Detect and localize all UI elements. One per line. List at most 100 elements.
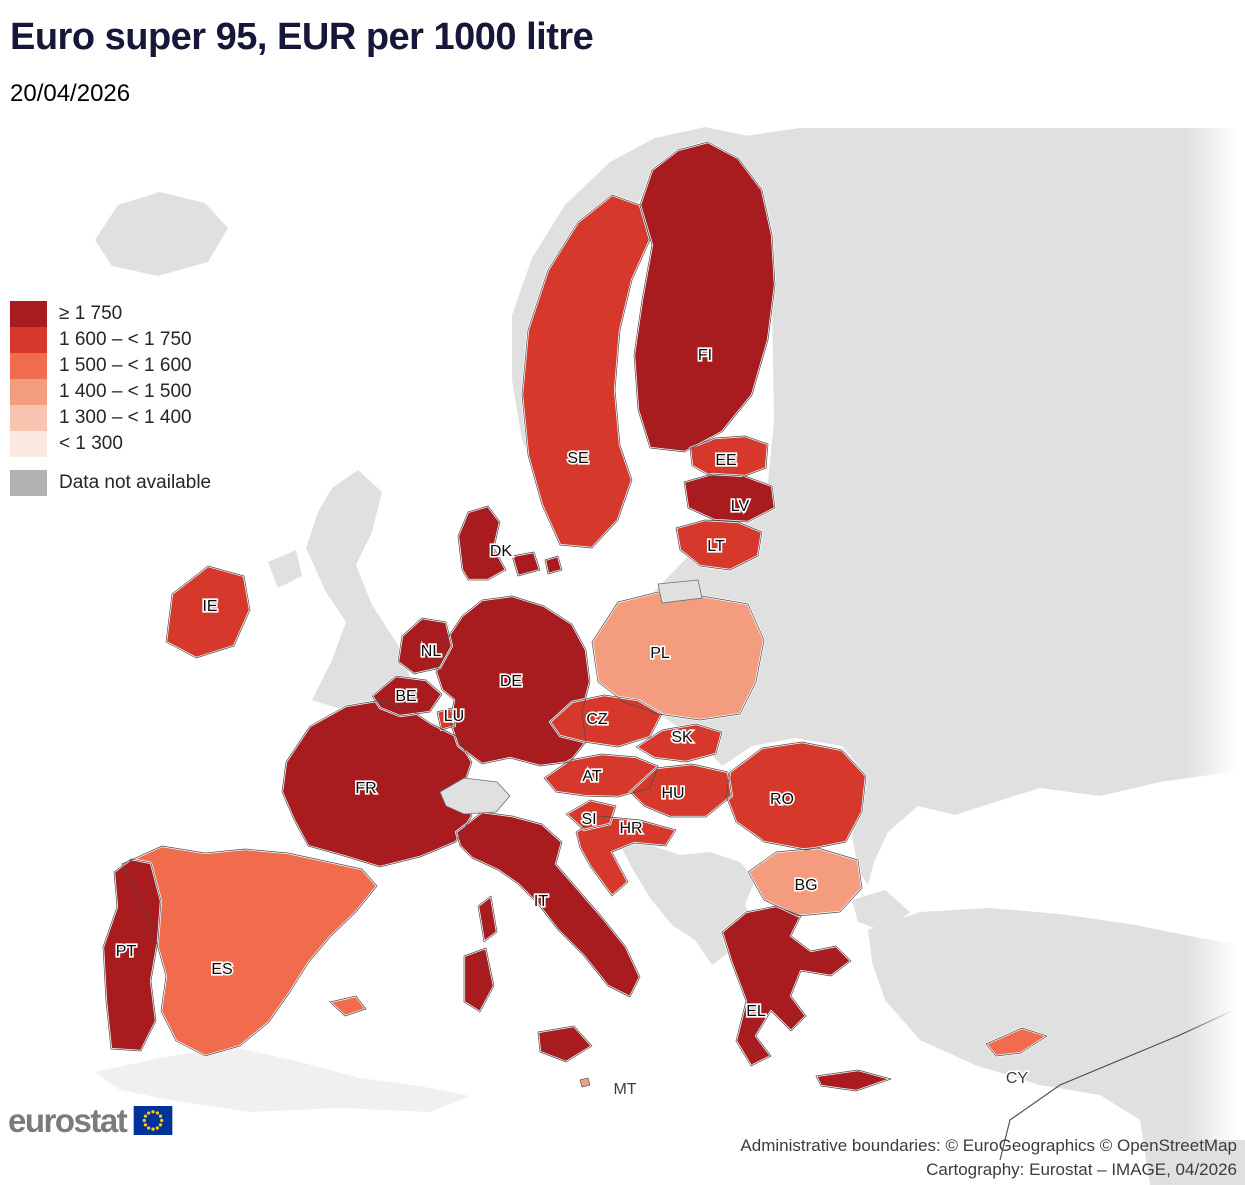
country-label-LV: LV [731, 498, 750, 515]
land-iceland [95, 192, 228, 276]
eu-outlines [102, 141, 1048, 1092]
country-outline-LV [683, 473, 776, 523]
country-label-DE: DE [500, 673, 522, 690]
country-IT-sardinia [462, 946, 496, 1014]
country-outline-DE [435, 595, 591, 767]
country-label-BE: BE [395, 688, 416, 705]
country-outline-DK [511, 551, 541, 577]
eurostat-logo-text: eurostat [8, 1102, 128, 1139]
country-outline-IT [463, 947, 495, 1013]
country-label-SK: SK [671, 729, 693, 746]
country-outline-IT [455, 811, 641, 998]
page-title: Euro super 95, EUR per 1000 litre [10, 16, 594, 58]
non-eu-land [95, 127, 1245, 1185]
legend-row: 1 300 – < 1 400 [10, 405, 211, 431]
country-EL [720, 904, 853, 1068]
country-outline-ES [121, 845, 378, 1057]
legend: ≥ 1 750 1 600 – < 1 750 1 500 – < 1 600 1 4… [10, 301, 211, 496]
country-RO [724, 740, 868, 852]
country-label-IT: IT [534, 893, 548, 910]
legend-swatch [10, 470, 47, 496]
country-label-AT: AT [582, 768, 601, 785]
country-FR-corsica [476, 894, 499, 944]
country-outline-FI [633, 141, 776, 453]
country-label-EL: EL [746, 1003, 766, 1020]
country-label-BG: BG [794, 877, 817, 894]
legend-row: ≥ 1 750 [10, 301, 211, 327]
country-label-SE: SE [567, 450, 588, 467]
country-outline-RO [725, 741, 867, 851]
land-kaliningrad [657, 579, 703, 604]
legend-swatch [10, 301, 47, 327]
country-label-SI: SI [581, 811, 596, 828]
country-outline-BE [371, 675, 443, 717]
country-outline-EL [721, 905, 852, 1067]
legend-label: 1 600 – < 1 750 [59, 329, 192, 350]
country-outline-PL [591, 591, 765, 721]
legend-label: ≥ 1 750 [59, 303, 123, 324]
country-label-LU: LU [444, 708, 464, 725]
legend-row: 1 500 – < 1 600 [10, 353, 211, 379]
country-outline-MT [579, 1077, 591, 1088]
legend-swatch [10, 379, 47, 405]
date-label: 20/04/2026 [10, 80, 131, 107]
country-label-IE: IE [202, 598, 217, 615]
eurostat-logo: eurostat [8, 1104, 173, 1137]
country-label-CZ: CZ [586, 711, 608, 728]
legend-label: 1 300 – < 1 400 [59, 407, 192, 428]
country-label-FR: FR [355, 780, 376, 797]
legend-swatch [10, 327, 47, 353]
country-labels: FI SE EE LV LT DK IE NL PL DE BE LU CZ SK AT FR HU RO SI HR… [114, 345, 1030, 1099]
country-outline-SE [521, 194, 651, 549]
country-label-FI: FI [698, 347, 712, 364]
country-label-PT: PT [116, 943, 137, 960]
country-outline-BG [747, 847, 863, 917]
land-eastern-europe [642, 128, 1245, 885]
country-label-CY: CY [1006, 1070, 1029, 1087]
land-north-africa [95, 1046, 470, 1112]
land-united-kingdom [306, 470, 412, 712]
country-outline-ES [329, 995, 367, 1017]
country-outline-DK [544, 555, 563, 575]
attribution-line-2: Cartography: Eurostat – IMAGE, 04/2026 [926, 1160, 1237, 1179]
country-outline-DK [457, 505, 507, 581]
country-outline-PT [102, 858, 162, 1052]
country-outline-IT [537, 1025, 593, 1063]
land-northern-ireland [268, 550, 302, 588]
legend-swatch [10, 353, 47, 379]
country-outline-SK [635, 723, 723, 763]
country-ES-balearics [328, 994, 368, 1018]
country-label-MT: MT [613, 1081, 636, 1098]
legend-swatch [10, 405, 47, 431]
country-EL-crete [814, 1068, 893, 1093]
country-DK-island-1 [510, 550, 542, 578]
country-outline-FR [477, 895, 498, 943]
country-label-ES: ES [211, 961, 232, 978]
country-outline-SI [565, 799, 617, 831]
legend-label: 1 400 – < 1 500 [59, 381, 192, 402]
country-outline-EL [815, 1069, 892, 1092]
legend-row: Data not available [10, 470, 211, 496]
country-outline-NL [397, 617, 453, 675]
country-outline-CZ [549, 694, 663, 748]
legend-row: 1 400 – < 1 500 [10, 379, 211, 405]
legend-label: Data not available [59, 472, 212, 493]
legend-row: < 1 300 [10, 431, 211, 457]
legend-label: < 1 300 [59, 433, 123, 454]
legend-label: 1 500 – < 1 600 [59, 355, 192, 376]
land-western-balkans [615, 835, 755, 965]
country-FI [632, 140, 777, 454]
country-outline-EE [689, 435, 769, 479]
country-outline-HU [629, 763, 733, 818]
legend-swatch [10, 431, 47, 457]
country-outline-CY [985, 1027, 1048, 1057]
country-IT-sicily [536, 1024, 594, 1064]
country-outline-HR [575, 815, 677, 897]
country-label-NL: NL [421, 643, 442, 660]
country-label-DK: DK [490, 543, 513, 560]
country-label-LT: LT [707, 538, 725, 555]
country-outline-LT [675, 519, 763, 571]
land-norway [512, 127, 792, 485]
land-turkey [868, 908, 1245, 1185]
